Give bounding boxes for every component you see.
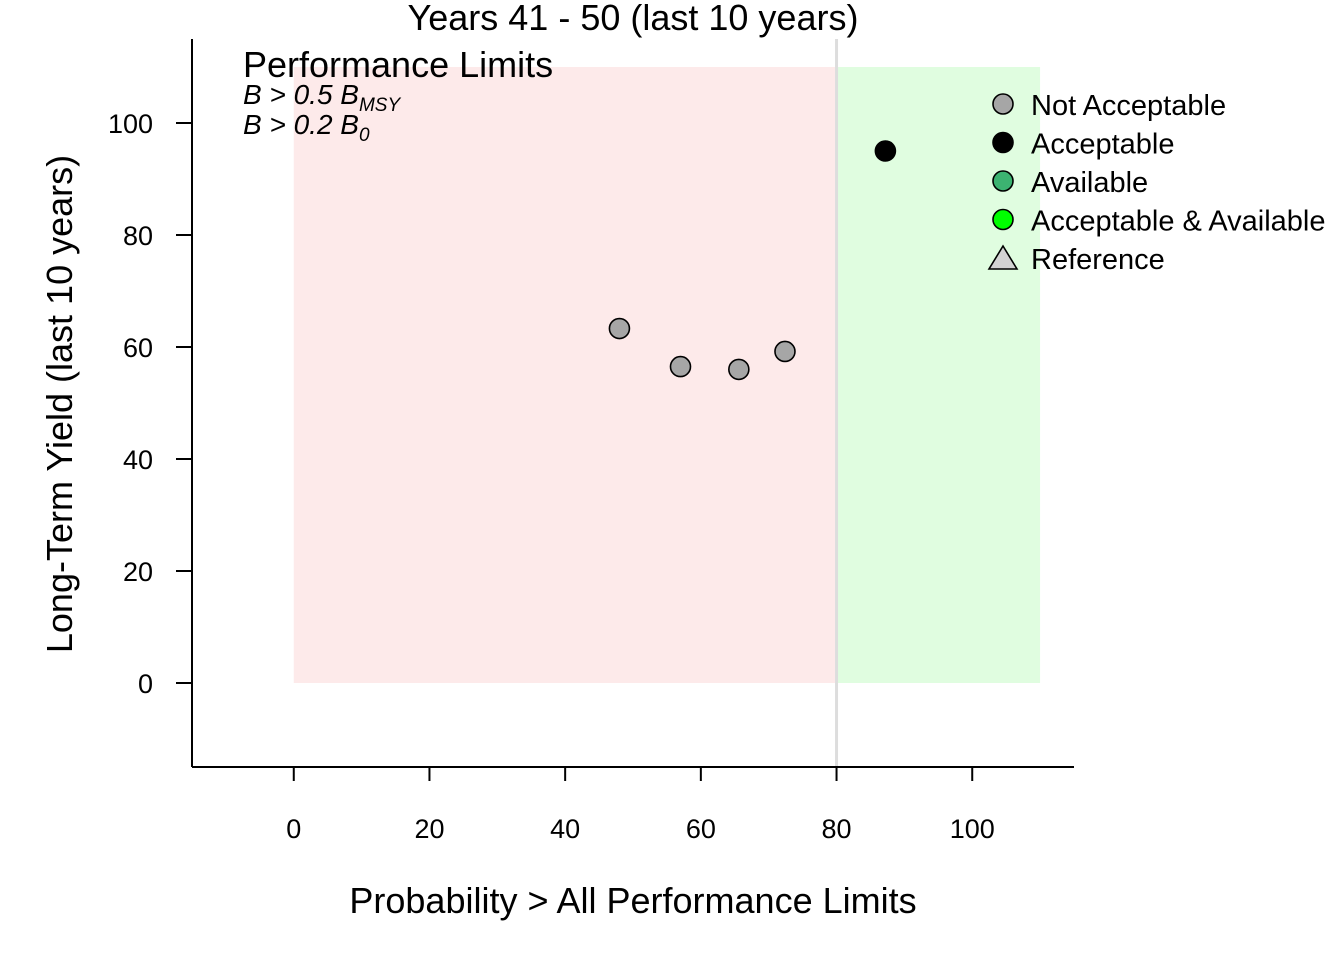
data-points <box>608 140 897 381</box>
y-tick-label: 60 <box>123 333 153 363</box>
performance-limit-2-main: B > 0.2 B <box>243 109 359 140</box>
data-point <box>669 355 692 378</box>
y-tick-label: 0 <box>138 669 153 699</box>
legend-label: Acceptable <box>1031 129 1175 161</box>
legend-circle-marker <box>992 170 1014 192</box>
y-tick-label: 20 <box>123 557 153 587</box>
x-tick-label: 100 <box>950 814 995 844</box>
legend-circle-marker <box>992 208 1014 231</box>
y-axis-label: Long-Term Yield (last 10 years) <box>39 155 80 653</box>
legend-triangle-marker <box>987 244 1019 270</box>
axes: 0 20 40 60 80 100 0 20 40 60 80 100 <box>108 39 1074 844</box>
x-tick-label: 80 <box>822 814 852 844</box>
data-point <box>608 317 631 340</box>
performance-limit-1-main: B > 0.5 B <box>243 79 359 110</box>
performance-limits-annotation: Performance Limits B > 0.5 BMSY B > 0.2 … <box>243 44 553 146</box>
x-tick-label: 0 <box>286 814 301 844</box>
acceptable-region <box>836 67 1041 683</box>
performance-limit-1: B > 0.5 BMSY <box>243 79 401 116</box>
data-point <box>874 140 897 162</box>
performance-limit-1-sub: MSY <box>359 95 402 116</box>
x-tick-label: 40 <box>550 814 580 844</box>
chart-title: Years 41 - 50 (last 10 years) <box>408 0 859 38</box>
legend-label: Not Acceptable <box>1031 90 1226 122</box>
legend-label: Acceptable & Available <box>1031 206 1326 238</box>
x-tick-label: 20 <box>414 814 444 844</box>
background-regions <box>293 67 1041 683</box>
legend-circle-marker <box>992 131 1014 154</box>
x-axis-label: Probability > All Performance Limits <box>349 880 916 921</box>
legend-label: Reference <box>1031 244 1165 276</box>
data-point <box>774 340 796 363</box>
x-tick-label: 60 <box>686 814 716 844</box>
y-tick-label: 40 <box>123 445 153 475</box>
performance-limits-title: Performance Limits <box>243 44 553 85</box>
not-acceptable-region <box>293 67 837 683</box>
performance-limit-2-sub: 0 <box>359 125 370 146</box>
legend: Not Acceptable Acceptable Available Accepta… <box>987 90 1326 276</box>
legend-label: Available <box>1031 167 1148 199</box>
legend-circle-marker <box>992 93 1014 115</box>
y-tick-label: 100 <box>108 109 153 139</box>
data-point <box>728 358 750 381</box>
y-tick-label: 80 <box>123 221 153 251</box>
performance-limit-2: B > 0.2 B0 <box>243 109 370 146</box>
